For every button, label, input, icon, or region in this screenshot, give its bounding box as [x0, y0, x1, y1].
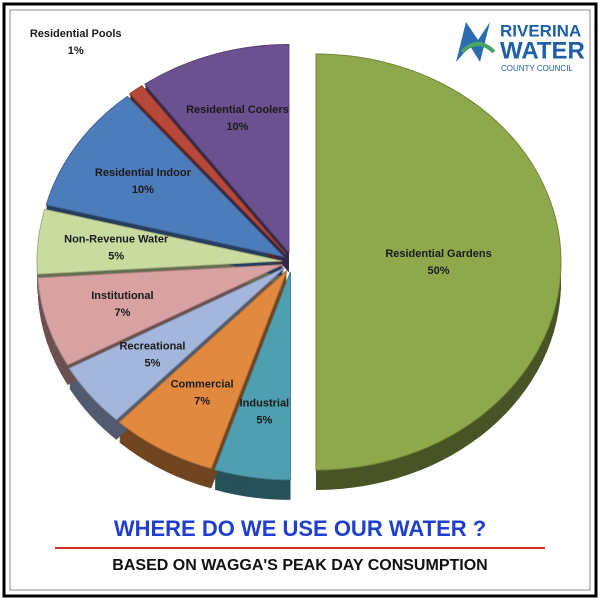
slice — [315, 53, 562, 471]
value-label: 5% — [256, 414, 272, 426]
value-label: 7% — [194, 395, 210, 407]
slice — [36, 208, 283, 275]
slice — [68, 267, 285, 421]
slice-label: Recreational — [119, 341, 185, 353]
chart-title: WHERE DO WE USE OUR WATER ? — [114, 516, 486, 541]
slice — [45, 95, 286, 258]
value-label: 10% — [226, 121, 248, 133]
slice-label: Residential Pools — [30, 28, 122, 40]
logo-wave — [460, 42, 496, 54]
slice — [128, 85, 287, 255]
value-label: 7% — [114, 307, 130, 319]
slice — [144, 43, 290, 254]
value-label: 5% — [145, 358, 161, 370]
value-label: 50% — [427, 265, 449, 277]
slice-label: Residential Indoor — [95, 167, 192, 179]
chart-subtitle: BASED ON WAGGA'S PEAK DAY CONSUMPTION — [112, 557, 487, 574]
slice-label: Commercial — [171, 378, 234, 390]
logo-text: WATER — [500, 37, 585, 64]
inner-frame — [9, 9, 591, 591]
pie: Residential Gardens 50% Industrial 5% Commer… — [30, 28, 562, 500]
value-label: 10% — [132, 184, 154, 196]
slice — [37, 264, 283, 366]
slice-label: Non-Revenue Water — [64, 234, 169, 246]
value-label: 5% — [108, 251, 124, 263]
slice-label: Industrial — [240, 397, 290, 409]
slice-label: Residential Coolers — [186, 104, 289, 116]
slice-label: Residential Gardens — [385, 248, 491, 260]
slice — [214, 271, 291, 481]
logo-text: COUNTY COUNCIL — [501, 64, 573, 73]
slice-label: Institutional — [91, 290, 153, 302]
value-label: 1% — [68, 45, 84, 57]
logo: RIVERINA WATER COUNTY COUNCIL — [456, 21, 585, 73]
slice — [118, 270, 288, 470]
logo-text: RIVERINA — [500, 21, 581, 40]
